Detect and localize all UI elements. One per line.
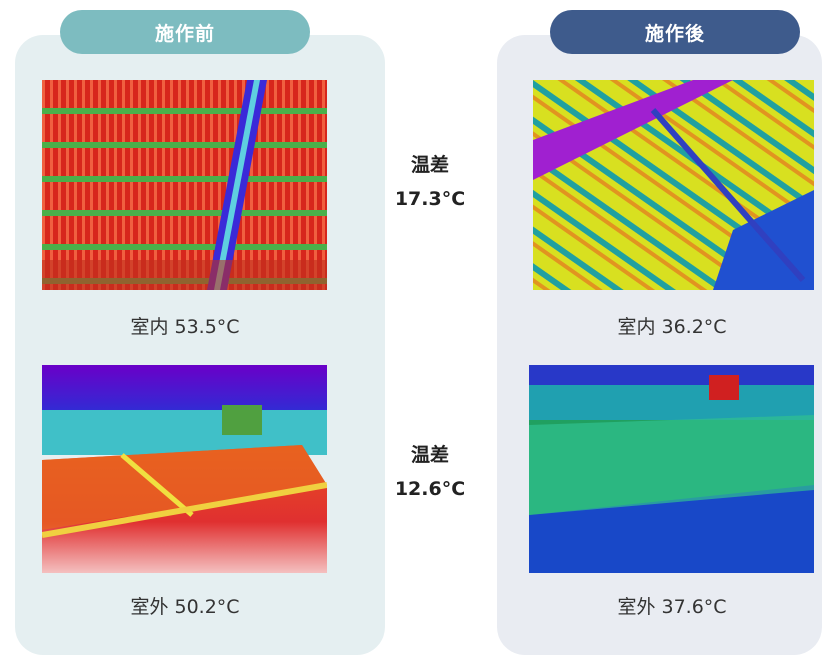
thermal-image-after-outdoor (529, 365, 814, 573)
difference-indoor: 温差 17.3°C (380, 148, 480, 216)
difference-label: 温差 (410, 444, 449, 466)
difference-label: 温差 (410, 154, 449, 176)
thermal-image-before-outdoor (42, 365, 327, 573)
before-indoor-caption: 室内 53.5°C (130, 316, 240, 338)
difference-outdoor: 温差 12.6°C (380, 438, 480, 506)
thermal-image-before-indoor (42, 80, 327, 290)
after-tab: 施作後 (550, 10, 800, 54)
before-outdoor-caption: 室外 50.2°C (130, 596, 240, 618)
before-tab: 施作前 (60, 10, 310, 54)
difference-value: 12.6°C (394, 478, 466, 500)
after-indoor-caption: 室内 36.2°C (617, 316, 727, 338)
thermal-image-after-indoor (533, 80, 814, 290)
difference-value: 17.3°C (394, 188, 466, 210)
page: 施作前 施作後 室内 53.5°C 室外 50.2°C 室内 36.2°C 室外… (15, 10, 822, 655)
after-outdoor-caption: 室外 37.6°C (617, 596, 727, 618)
